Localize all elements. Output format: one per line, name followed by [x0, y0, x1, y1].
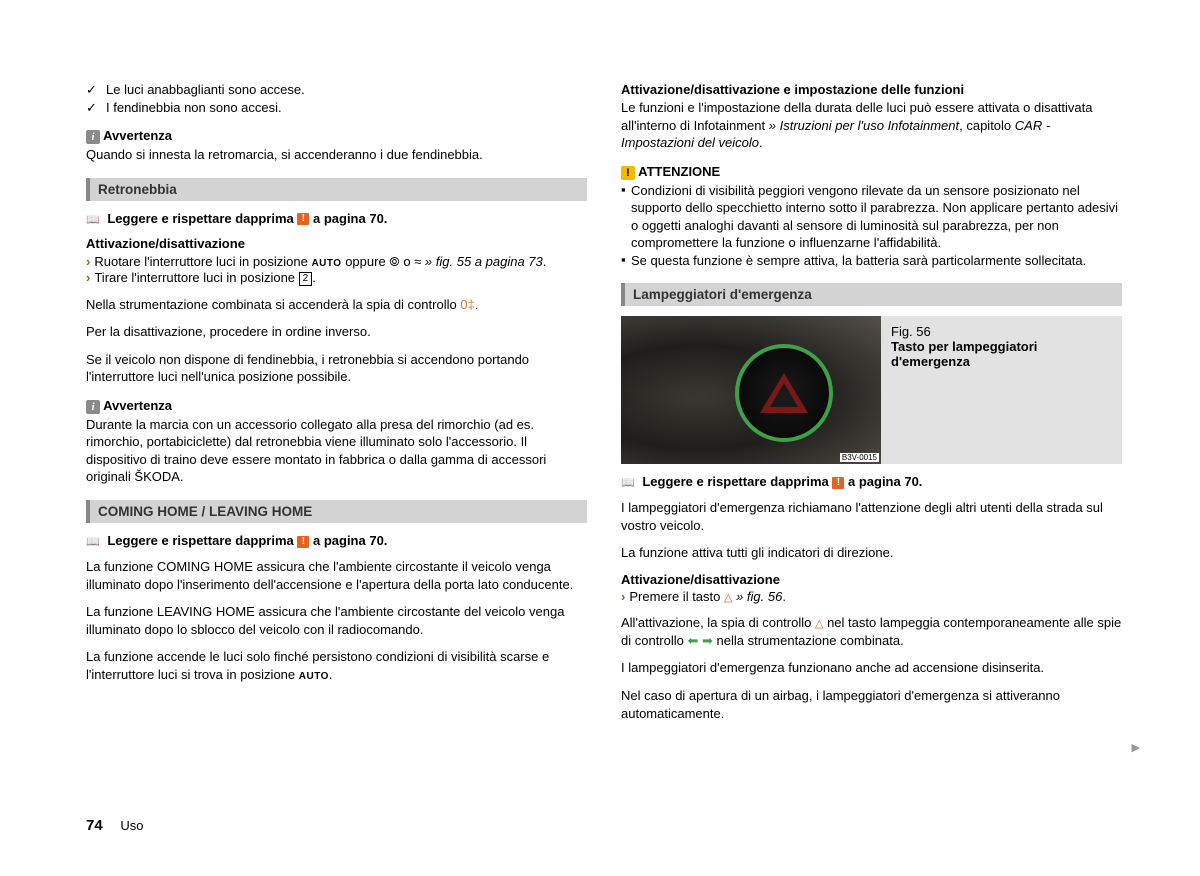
paragraph: La funzione accende le luci solo finché …	[86, 648, 587, 683]
check-item: ✓ I fendinebbia non sono accesi.	[86, 100, 587, 116]
page-footer: 74 Uso	[86, 817, 143, 834]
paragraph: Nella strumentazione combinata si accend…	[86, 296, 587, 314]
section-retronebbia: Retronebbia	[86, 178, 587, 201]
info-icon: i	[86, 400, 100, 414]
read-first: Leggere e rispettare dapprima ! a pagina…	[621, 474, 1122, 489]
attention-title: ATTENZIONE	[638, 164, 720, 179]
read-first-page: a pagina 70.	[848, 474, 922, 489]
hazard-triangle-icon	[760, 373, 808, 413]
step-item: › Ruotare l'interruttore luci in posizion…	[86, 253, 587, 271]
check-item: ✓ Le luci anabbaglianti sono accese.	[86, 82, 587, 98]
arrow-icon: ›	[621, 589, 625, 604]
auto-label: AUTO	[299, 671, 329, 682]
paragraph: La funzione LEAVING HOME assicura che l'…	[86, 603, 587, 638]
bullet-icon: ▪	[621, 182, 631, 252]
ref-text: » Istruzioni per l'uso Infotainment	[769, 118, 959, 133]
paragraph: Se il veicolo non dispone di fendinebbia…	[86, 351, 587, 386]
activation-heading: Attivazione/disattivazione	[621, 572, 1122, 587]
book-icon	[86, 211, 104, 226]
step-text: Premere il tasto	[629, 589, 724, 604]
bullet-icon: ▪	[621, 252, 631, 270]
read-first-page: a pagina 70.	[313, 211, 387, 226]
fig-ref: » fig. 56	[732, 589, 782, 604]
check-text: I fendinebbia non sono accesi.	[106, 100, 282, 115]
paragraph: Nel caso di apertura di un airbag, i lam…	[621, 687, 1122, 722]
indicator-left-icon: ⬅	[687, 633, 698, 648]
page-number: 74	[86, 817, 103, 834]
warning-icon: !	[832, 477, 844, 489]
section-coming-home: COMING HOME / LEAVING HOME	[86, 500, 587, 523]
right-column: Attivazione/disattivazione e impostazion…	[621, 82, 1122, 732]
step-text: Tirare l'interruttore luci in posizione	[94, 270, 298, 285]
read-first-text: Leggere e rispettare dapprima	[107, 211, 293, 226]
paragraph-text: nella strumentazione combinata.	[713, 633, 904, 648]
paragraph: I lampeggiatori d'emergenza richiamano l…	[621, 499, 1122, 534]
continue-icon: ▶	[1132, 741, 1140, 754]
left-column: ✓ Le luci anabbaglianti sono accese. ✓ I…	[86, 82, 587, 732]
arrow-icon: ›	[86, 254, 90, 269]
paragraph-text: All'attivazione, la spia di controllo	[621, 615, 815, 630]
book-icon	[621, 474, 639, 489]
read-first: Leggere e rispettare dapprima ! a pagina…	[86, 211, 587, 226]
bullet-item: ▪ Se questa funzione è sempre attiva, la…	[621, 252, 1122, 270]
info-icon: i	[86, 130, 100, 144]
fig-ref: » fig. 55	[421, 254, 471, 269]
paragraph: I lampeggiatori d'emergenza funzionano a…	[621, 659, 1122, 677]
figure-number: Fig. 56	[891, 324, 1112, 339]
check-icon: ✓	[86, 82, 106, 98]
function-heading: Attivazione/disattivazione e impostazion…	[621, 82, 1122, 97]
page-content: ✓ Le luci anabbaglianti sono accese. ✓ I…	[0, 0, 1200, 732]
step-text: o	[400, 254, 414, 269]
note-heading: i Avvertenza	[86, 398, 587, 414]
read-first-text: Leggere e rispettare dapprima	[642, 474, 828, 489]
activation-heading: Attivazione/disattivazione	[86, 236, 587, 251]
bullet-text: Condizioni di visibilità peggiori vengon…	[631, 182, 1122, 252]
figure-caption: Fig. 56 Tasto per lampeggiatori d'emerge…	[881, 316, 1122, 464]
page-ref: a pagina 73	[471, 254, 543, 269]
caution-icon: !	[621, 166, 635, 180]
step-text: oppure	[342, 254, 390, 269]
image-id: B3V-0015	[840, 453, 879, 462]
step-item: ›Premere il tasto △ » fig. 56.	[621, 589, 1122, 604]
auto-label: AUTO	[311, 258, 341, 269]
step-item: › Tirare l'interruttore luci in posizione…	[86, 270, 587, 286]
fog-lamp-icon: 0‡	[460, 297, 474, 312]
paragraph: La funzione attiva tutti gli indicatori …	[621, 544, 1122, 562]
figure-image: B3V-0015	[621, 316, 881, 464]
note-body: Quando si innesta la retromarcia, si acc…	[86, 146, 587, 164]
paragraph: All'attivazione, la spia di controllo △ …	[621, 614, 1122, 649]
light-icon: ⦾	[389, 254, 399, 269]
attention-heading: ! ATTENZIONE	[621, 164, 1122, 180]
warning-icon: !	[297, 213, 309, 225]
paragraph-text: Nella strumentazione combinata si accend…	[86, 297, 460, 312]
read-first: Leggere e rispettare dapprima ! a pagina…	[86, 533, 587, 548]
paragraph: Le funzioni e l'impostazione della durat…	[621, 99, 1122, 152]
section-hazard: Lampeggiatori d'emergenza	[621, 283, 1122, 306]
position-box: 2	[299, 272, 313, 286]
book-icon	[86, 533, 104, 548]
figure-box: B3V-0015 Fig. 56 Tasto per lampeggiatori…	[621, 316, 1122, 464]
warning-icon: !	[297, 536, 309, 548]
arrow-icon: ›	[86, 270, 90, 285]
note-heading: i Avvertenza	[86, 128, 587, 144]
paragraph: Per la disattivazione, procedere in ordi…	[86, 323, 587, 341]
read-first-page: a pagina 70.	[313, 533, 387, 548]
note-body: Durante la marcia con un accessorio coll…	[86, 416, 587, 486]
hazard-button-callout	[735, 344, 833, 442]
figure-title: Tasto per lampeggiatori d'emergenza	[891, 339, 1037, 369]
indicator-right-icon: ➡	[702, 633, 713, 648]
section-name: Uso	[120, 818, 143, 833]
check-icon: ✓	[86, 100, 106, 116]
note-title: Avvertenza	[103, 128, 172, 143]
bullet-item: ▪ Condizioni di visibilità peggiori veng…	[621, 182, 1122, 252]
read-first-text: Leggere e rispettare dapprima	[107, 533, 293, 548]
paragraph: La funzione COMING HOME assicura che l'a…	[86, 558, 587, 593]
paragraph-text: , capitolo	[959, 118, 1015, 133]
step-text: Ruotare l'interruttore luci in posizione	[94, 254, 311, 269]
note-title: Avvertenza	[103, 398, 172, 413]
check-text: Le luci anabbaglianti sono accese.	[106, 82, 305, 97]
bullet-text: Se questa funzione è sempre attiva, la b…	[631, 252, 1086, 270]
